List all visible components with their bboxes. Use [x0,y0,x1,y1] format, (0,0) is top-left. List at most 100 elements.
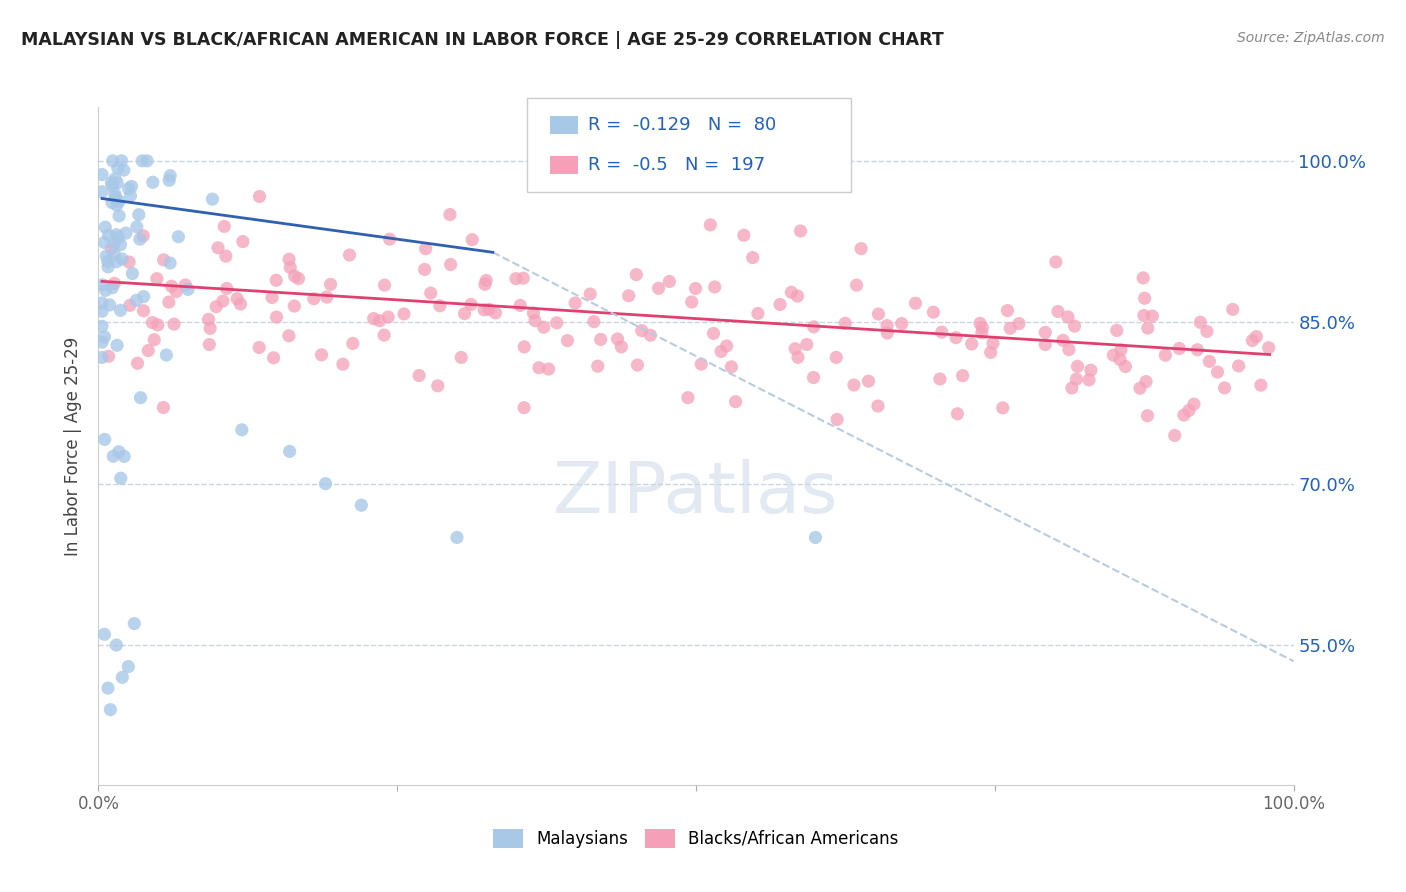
Point [103,236,125,251]
Point [262,291,284,305]
Point [368,314,391,328]
Point [264,273,287,287]
Point [112,163,135,178]
Point [167,229,190,244]
Point [804,531,827,545]
Point [716,339,738,353]
Point [1133,291,1156,305]
Point [537,362,560,376]
Point [1198,354,1220,368]
Point [201,192,224,206]
Point [101,153,124,168]
Point [1080,363,1102,377]
Point [527,360,550,375]
Text: R =  -0.129   N =  80: R = -0.129 N = 80 [588,116,776,134]
Point [787,351,810,365]
Point [980,345,1002,359]
Point [157,173,180,187]
Point [155,348,177,362]
Point [93,330,115,344]
Point [1189,315,1212,329]
Point [524,313,547,327]
Point [769,297,792,311]
Point [91,296,114,310]
Point [120,188,142,202]
Point [1142,309,1164,323]
Point [868,307,890,321]
Point [647,281,669,295]
Point [104,190,127,204]
Point [703,280,725,294]
Point [450,351,472,365]
Point [125,219,148,234]
Point [103,450,125,464]
Point [785,342,807,356]
Point [207,241,229,255]
Point [91,319,114,334]
Point [363,311,385,326]
Point [461,233,484,247]
Point [319,277,342,292]
Point [1129,381,1152,395]
Point [91,277,114,292]
Point [108,209,131,223]
Point [105,227,128,242]
Point [582,315,605,329]
Point [165,285,187,299]
Point [472,302,495,317]
Point [557,334,579,348]
Point [1154,348,1177,362]
Point [302,292,325,306]
Point [626,358,648,372]
Point [129,391,152,405]
Point [474,277,496,292]
Point [440,258,463,272]
Point [626,268,648,282]
Point [97,349,120,363]
Point [1102,348,1125,362]
Point [128,208,150,222]
Point [197,312,219,326]
Point [97,228,120,243]
Point [929,372,952,386]
Text: R =  -0.5   N =  197: R = -0.5 N = 197 [588,156,765,174]
Point [1132,271,1154,285]
Point [231,423,253,437]
Point [91,168,114,182]
Point [1250,378,1272,392]
Point [1136,321,1159,335]
Point [981,336,1004,351]
Point [658,275,681,289]
Point [991,401,1014,415]
Point [121,267,143,281]
Point [610,340,633,354]
Point [392,307,415,321]
Text: Source: ZipAtlas.com: Source: ZipAtlas.com [1237,31,1385,45]
Point [724,394,747,409]
Point [108,444,131,458]
Point [1063,319,1085,334]
Point [733,228,755,243]
Point [232,235,254,249]
Point [152,401,174,415]
Point [509,298,531,312]
Point [226,292,249,306]
Point [1182,397,1205,411]
Point [315,476,337,491]
Point [606,332,628,346]
Point [105,176,128,190]
Point [803,370,825,384]
Point [105,638,128,652]
Point [969,317,991,331]
Point [141,316,163,330]
Point [825,412,848,426]
Legend: Malaysians, Blacks/African Americans: Malaysians, Blacks/African Americans [486,822,905,855]
Point [249,189,271,203]
Point [876,318,898,333]
Point [103,277,125,291]
Point [1109,352,1132,367]
Point [105,254,128,268]
Point [266,310,288,324]
Point [1033,326,1056,340]
Point [970,326,993,340]
